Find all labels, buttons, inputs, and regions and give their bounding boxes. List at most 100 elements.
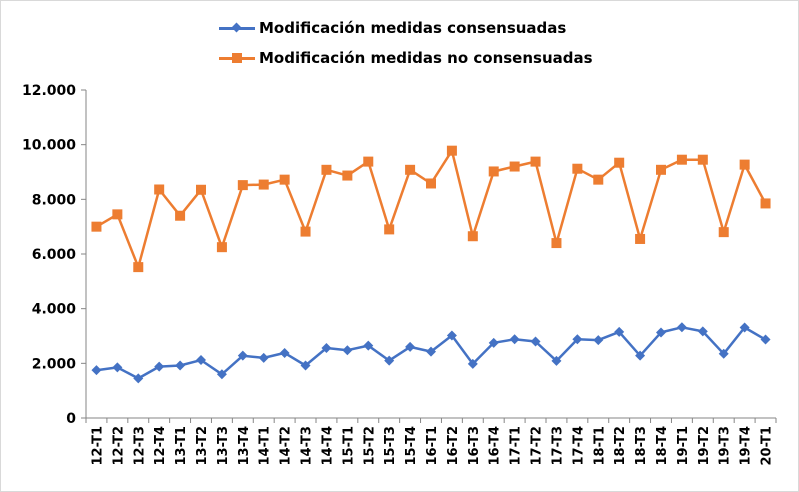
x-tick-label: 12-T2: [111, 426, 126, 466]
x-tick-label: 18-T3: [634, 426, 649, 466]
x-tick-label: 17-T4: [571, 426, 586, 466]
data-point-consensuadas: [342, 345, 353, 356]
x-tick-label: 18-T2: [613, 426, 628, 466]
x-tick-label: 12-T4: [153, 426, 168, 466]
data-point-consensuadas: [196, 355, 206, 366]
y-tick-label: 0: [66, 411, 76, 427]
data-point-consensuadas: [551, 355, 562, 366]
x-tick-label: 13-T4: [237, 426, 252, 466]
data-point-no-consensuadas: [530, 156, 541, 167]
x-tick-label: 15-T4: [404, 426, 419, 466]
legend-item-no-consensuadas: Modificación medidas no consensuadas: [219, 48, 593, 68]
x-tick-label: 19-T3: [718, 426, 733, 466]
data-point-consensuadas: [656, 327, 666, 338]
x-tick-label: 18-T4: [655, 426, 670, 466]
data-point-no-consensuadas: [363, 156, 374, 167]
data-point-no-consensuadas: [405, 164, 416, 175]
data-point-consensuadas: [321, 343, 332, 354]
data-point-consensuadas: [572, 334, 583, 345]
data-point-no-consensuadas: [258, 179, 269, 190]
data-point-consensuadas: [739, 322, 750, 333]
data-point-consensuadas: [593, 335, 604, 346]
data-point-no-consensuadas: [614, 157, 625, 168]
legend-swatch-no-consensuadas: [219, 48, 255, 68]
data-point-no-consensuadas: [91, 221, 102, 232]
x-tick-label: 18-T1: [592, 426, 607, 466]
data-point-no-consensuadas: [321, 164, 332, 175]
data-point-consensuadas: [446, 330, 457, 341]
data-point-no-consensuadas: [593, 174, 604, 185]
legend-swatch-consensuadas: [219, 18, 255, 38]
x-tick-label: 17-T1: [509, 426, 524, 466]
y-tick-label: 2.000: [32, 356, 77, 372]
data-point-no-consensuadas: [112, 209, 123, 220]
x-tick-label: 16-T2: [446, 426, 461, 466]
data-point-consensuadas: [676, 322, 687, 333]
data-point-no-consensuadas: [635, 233, 646, 244]
data-point-consensuadas: [467, 358, 478, 369]
data-point-consensuadas: [384, 355, 395, 366]
data-point-no-consensuadas: [739, 159, 750, 170]
data-point-consensuadas: [237, 350, 248, 361]
data-point-consensuadas: [112, 362, 123, 373]
data-point-no-consensuadas: [342, 170, 353, 181]
data-point-no-consensuadas: [760, 198, 771, 209]
data-point-no-consensuadas: [572, 163, 583, 174]
legend-label-no-consensuadas: Modificación medidas no consensuadas: [259, 49, 593, 67]
data-point-consensuadas: [426, 346, 436, 357]
x-tick-label: 16-T3: [467, 426, 482, 466]
legend-label-consensuadas: Modificación medidas consensuadas: [259, 19, 567, 37]
x-tick-label: 15-T3: [383, 426, 398, 466]
data-point-no-consensuadas: [384, 224, 395, 235]
data-point-consensuadas: [216, 369, 227, 380]
x-tick-label: 15-T1: [341, 426, 356, 466]
x-tick-label: 13-T1: [174, 426, 189, 466]
data-point-no-consensuadas: [133, 262, 144, 273]
data-point-consensuadas: [635, 350, 646, 361]
y-tick-label: 6.000: [32, 247, 77, 263]
x-tick-label: 14-T3: [300, 426, 315, 466]
data-point-consensuadas: [175, 360, 186, 371]
data-point-consensuadas: [279, 347, 290, 358]
data-point-no-consensuadas: [216, 242, 227, 253]
data-point-consensuadas: [488, 337, 499, 348]
data-point-no-consensuadas: [279, 174, 290, 185]
x-tick-label: 13-T3: [216, 426, 231, 466]
x-tick-label: 14-T2: [279, 426, 294, 466]
y-tick-label: 4.000: [32, 302, 77, 318]
data-point-no-consensuadas: [551, 238, 562, 249]
data-point-no-consensuadas: [237, 180, 248, 191]
data-point-no-consensuadas: [718, 227, 729, 238]
data-point-consensuadas: [530, 336, 541, 347]
data-point-consensuadas: [697, 326, 708, 337]
y-tick-label: 8.000: [32, 192, 77, 208]
data-point-consensuadas: [258, 352, 269, 363]
data-point-no-consensuadas: [446, 145, 457, 156]
data-point-consensuadas: [133, 373, 144, 384]
x-tick-label: 13-T2: [195, 426, 210, 466]
data-point-consensuadas: [760, 334, 771, 345]
data-point-no-consensuadas: [676, 154, 687, 165]
data-point-no-consensuadas: [196, 184, 206, 195]
data-point-consensuadas: [91, 365, 102, 376]
x-tick-label: 17-T2: [530, 426, 545, 466]
legend-item-consensuadas: Modificación medidas consensuadas: [219, 18, 566, 38]
data-point-consensuadas: [614, 326, 625, 337]
data-point-no-consensuadas: [154, 184, 165, 195]
data-point-no-consensuadas: [697, 154, 708, 165]
x-tick-label: 16-T4: [488, 426, 503, 466]
data-point-consensuadas: [405, 341, 416, 352]
data-point-no-consensuadas: [175, 210, 186, 221]
y-tick-label: 10.000: [22, 138, 76, 154]
x-tick-label: 17-T3: [550, 426, 565, 466]
x-tick-label: 19-T4: [739, 426, 754, 466]
data-point-consensuadas: [154, 361, 165, 372]
x-tick-label: 12-T3: [132, 426, 147, 466]
x-tick-label: 14-T1: [258, 426, 273, 466]
x-tick-label: 20-T1: [760, 426, 775, 466]
x-tick-label: 14-T4: [320, 426, 335, 466]
legend: Modificación medidas consensuadas Modifi…: [1, 1, 798, 81]
data-point-no-consensuadas: [426, 178, 436, 189]
